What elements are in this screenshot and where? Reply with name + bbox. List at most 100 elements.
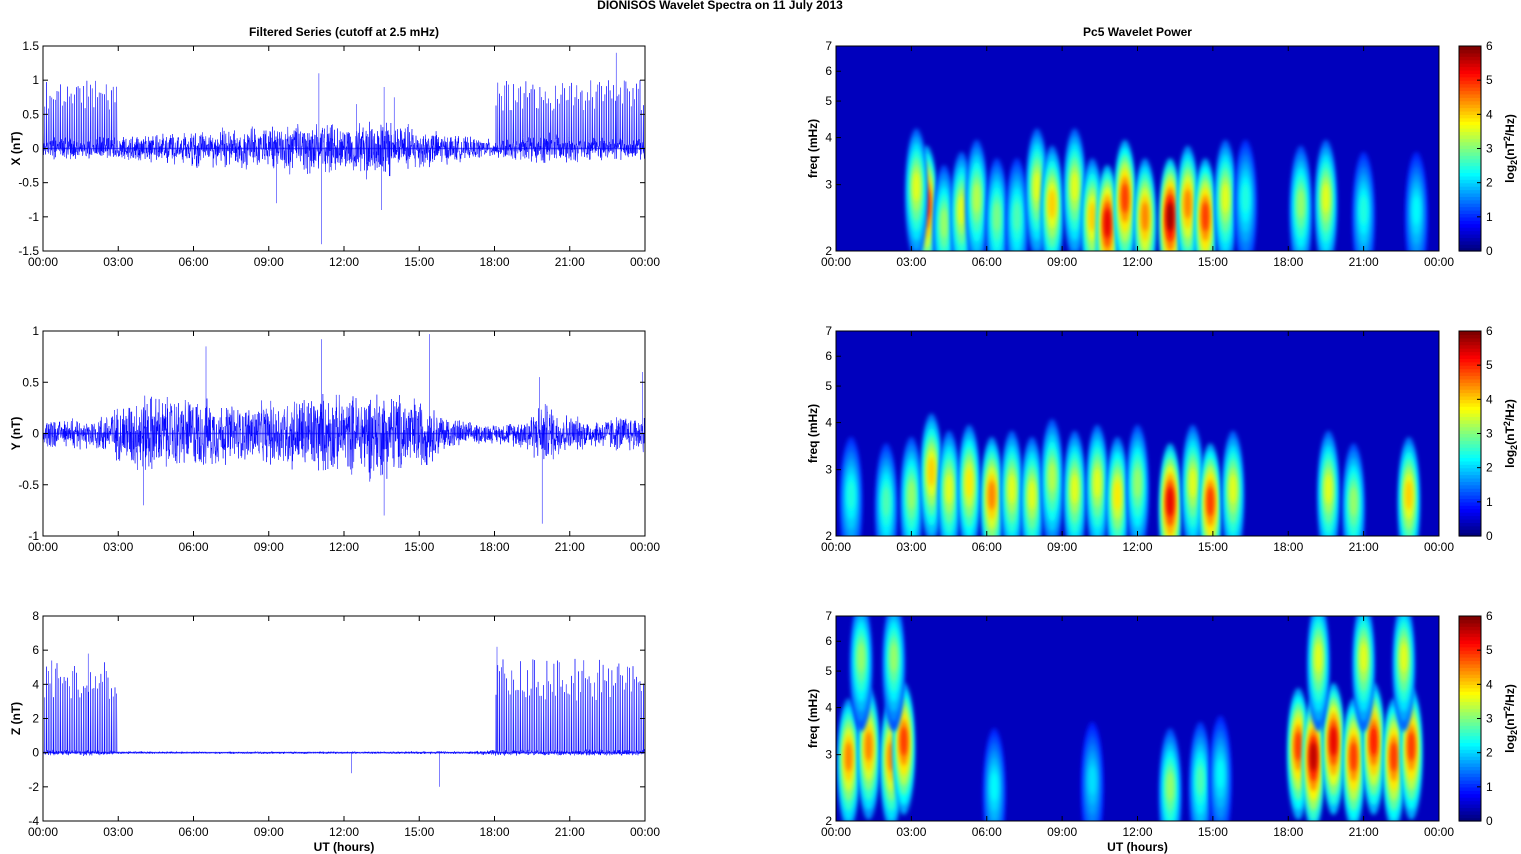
wavelet-power-blob [1325,474,1332,504]
colorbar-swatch [1459,220,1481,225]
colorbar-swatch [1459,69,1481,74]
colorbar-swatch [1459,203,1481,208]
colorbar-swatch [1459,457,1481,462]
x-tick-label: 12:00 [329,540,359,554]
colorbar-swatch [1459,361,1481,366]
colorbar-swatch [1459,382,1481,387]
colorbar-tick-label: 3 [1486,142,1493,156]
colorbar-swatch [1459,650,1481,655]
colorbar-tick-label: 1 [1486,780,1493,794]
colorbar-swatch [1459,495,1481,500]
x-tick-label: 15:00 [1198,825,1228,839]
colorbar-swatch [1459,643,1481,648]
x-tick-label: 21:00 [1349,825,1379,839]
colorbar-swatch [1459,158,1481,163]
wavelet-power-blob [1166,772,1174,802]
x-tick-label: 09:00 [1047,825,1077,839]
colorbar-swatch [1459,419,1481,424]
colorbar-swatch [1459,66,1481,71]
colorbar-swatch [1459,392,1481,397]
colorbar-swatch [1459,155,1481,160]
colorbar-swatch [1459,759,1481,764]
x-tick-label: 15:00 [1198,540,1228,554]
colorbar-swatch [1459,512,1481,517]
colorbar-tick-label: 2 [1486,176,1493,190]
y-tick-label: 0 [32,142,39,156]
colorbar-swatch [1459,124,1481,129]
colorbar-swatch [1459,399,1481,404]
colorbar: 0 1 2 3 4 5 6 log2(nT2/Hz) [1458,324,1519,543]
colorbar-tick-label: 1 [1486,495,1493,509]
wavelet-power-blob [945,474,953,504]
colorbar-swatch [1459,416,1481,421]
wavelet-power-blob [1315,643,1322,673]
y-axis-label: X (nT) [9,132,23,166]
colorbar-swatch [1459,704,1481,709]
colorbar-swatch [1459,793,1481,798]
colorbar-swatch [1459,725,1481,730]
y-axis-label: Y (nT) [9,417,23,451]
y-tick-label: 0 [32,746,39,760]
colorbar-label: log2(nT2/Hz) [1502,684,1519,753]
colorbar-swatch [1459,114,1481,119]
wavelet-power-blob [1322,183,1330,213]
wavelet-power-blob [890,643,898,673]
x-axis-label: UT (hours) [1107,840,1168,854]
wavelet-blobs [840,413,1420,536]
colorbar-swatch [1459,616,1481,621]
colorbar-swatch [1459,216,1481,221]
x-tick-label: 21:00 [1349,540,1379,554]
colorbar-swatch [1459,807,1481,812]
colorbar-swatch [1459,532,1481,537]
colorbar-swatch [1459,73,1481,78]
colorbar-swatch [1459,344,1481,349]
y-tick-label: 0.5 [22,107,39,121]
wavelet-power-blob [1297,189,1305,219]
x-tick-label: 18:00 [1273,540,1303,554]
colorbar-swatch [1459,378,1481,383]
colorbar-swatch [1459,732,1481,737]
x-tick-label: 06:00 [972,540,1002,554]
wavelet-power-blob [965,468,973,498]
colorbar-swatch [1459,423,1481,428]
colorbar-swatch [1459,711,1481,716]
y-tick-label: 3 [825,463,832,477]
x-tick-label: 18:00 [479,255,509,269]
wavelet-power-blob [1229,474,1237,504]
colorbar-swatch [1459,522,1481,527]
colorbar-swatch [1459,233,1481,238]
wavelet-power-blob [1360,195,1367,225]
colorbar-swatch [1459,179,1481,184]
colorbar-swatch [1459,790,1481,795]
y-tick-label: 5 [825,379,832,393]
x-tick-label: 15:00 [404,825,434,839]
colorbar-swatch [1459,341,1481,346]
y-tick-label: 4 [825,416,832,430]
panel-title: Pc5 Wavelet Power [1083,25,1192,39]
wavelet-power-blob [973,183,980,213]
wavelet-blobs [837,616,1423,821]
colorbar-swatch [1459,97,1481,102]
wavelet-power-blob [1202,202,1209,232]
colorbar-swatch [1459,413,1481,418]
wavelet-power-blob [882,487,890,517]
colorbar-swatch [1459,721,1481,726]
wavelet-power-blob [928,457,935,487]
x-tick-label: 06:00 [178,255,208,269]
wavelet-power-blob [1048,189,1056,219]
wavelet-power-blob [1028,480,1036,510]
colorbar-swatch [1459,756,1481,761]
colorbar-swatch [1459,814,1481,819]
colorbar-swatch [1459,206,1481,211]
colorbar-swatch [1459,639,1481,644]
wavelet-power-blob [1071,172,1078,202]
colorbar-swatch [1459,687,1481,692]
y-tick-label: 2 [825,529,832,543]
wavelet-panel-x: 2 3 4 5 6 7 00:00 03:00 06:00 09:00 12:00 15:00 18:0… [806,25,1519,269]
colorbar-swatch [1459,169,1481,174]
y-tick-label: 8 [32,609,39,623]
colorbar-swatch [1459,186,1481,191]
wavelet-power-blob [1405,480,1413,510]
colorbar-swatch [1459,148,1481,153]
colorbar-tick-label: 4 [1486,107,1493,121]
